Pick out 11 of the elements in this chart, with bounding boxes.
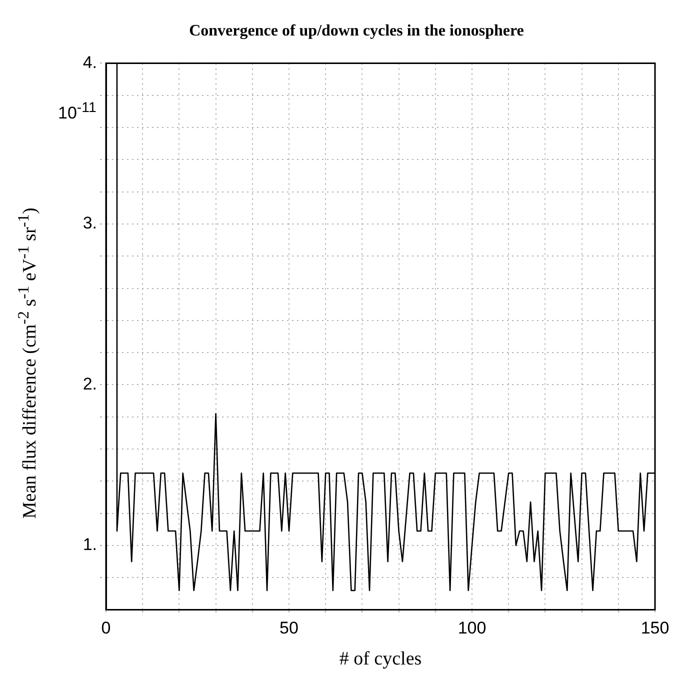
x-axis-title: # of cycles — [339, 648, 422, 670]
x-tick-label: 150 — [640, 618, 670, 638]
x-tick-label: 50 — [280, 618, 298, 638]
y-tick-label: 1. — [82, 535, 97, 554]
text: 10$^{-11}$ — [58, 100, 96, 124]
y-tick-label: 2. — [82, 374, 97, 394]
x-tick-label: 0 — [101, 618, 111, 638]
y-tick-label: 3. — [82, 214, 97, 233]
chart-title: Convergence of up/down cycles in the ionosphere — [189, 22, 524, 40]
x-tick-label: 100 — [458, 618, 486, 638]
y-tick-label: 4. — [82, 52, 97, 72]
